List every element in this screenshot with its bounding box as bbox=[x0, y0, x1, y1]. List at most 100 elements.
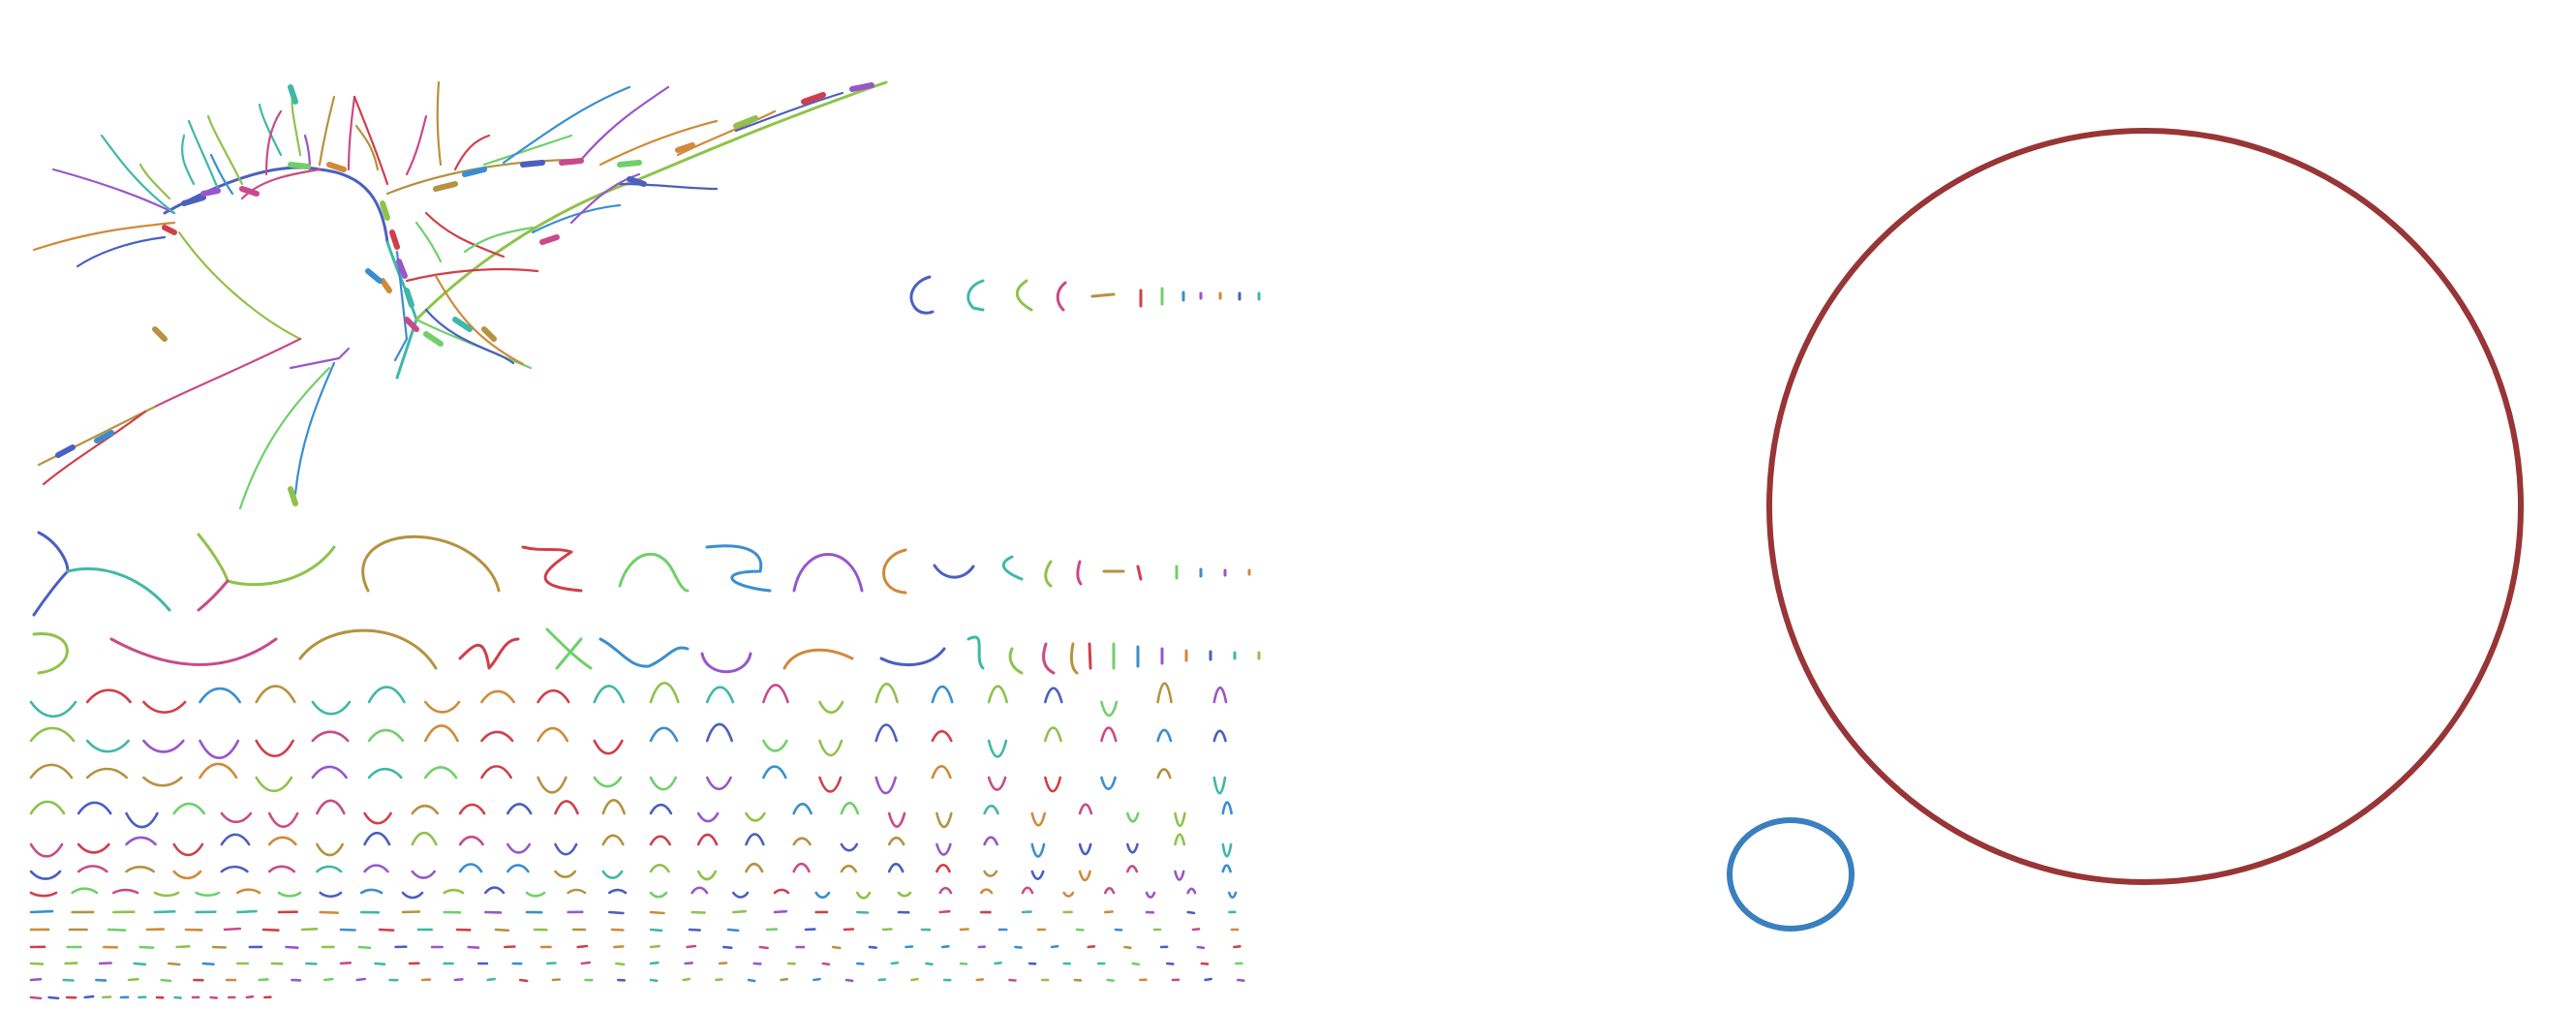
skeleton-fragment bbox=[389, 229, 400, 250]
skeleton-branch bbox=[238, 366, 331, 510]
grid-fragment bbox=[29, 891, 58, 898]
grid-fragment bbox=[47, 995, 60, 1000]
grid-fragment bbox=[267, 836, 297, 846]
grid-fragment bbox=[983, 804, 999, 815]
grid-fragment bbox=[593, 685, 625, 704]
grid-fragment bbox=[1100, 776, 1117, 790]
grid-fragment bbox=[1237, 978, 1245, 982]
grid-fragment bbox=[1212, 776, 1227, 795]
skeleton-branch bbox=[676, 109, 777, 157]
grid-fragment bbox=[705, 544, 772, 593]
skeleton-fragment bbox=[288, 162, 311, 169]
grid-fragment bbox=[153, 910, 176, 914]
grid-fragment bbox=[138, 945, 155, 949]
grid-fragment bbox=[32, 632, 69, 675]
grid-fragment bbox=[931, 729, 953, 743]
grid-fragment bbox=[29, 870, 62, 880]
grid-fragment bbox=[649, 910, 665, 915]
grid-fragment bbox=[554, 800, 579, 815]
grid-fragment bbox=[480, 730, 514, 743]
skeleton-fragment bbox=[627, 176, 647, 187]
skeleton-branch bbox=[138, 163, 171, 200]
skeleton-fragment bbox=[433, 181, 458, 192]
grid-fragment bbox=[1186, 887, 1197, 895]
skeleton-fragment bbox=[404, 288, 414, 308]
grid-fragment bbox=[618, 552, 690, 593]
grid-fragment bbox=[1100, 726, 1118, 743]
skeleton-fragment bbox=[239, 186, 260, 197]
grid-fragment bbox=[762, 739, 788, 752]
grid-fragment bbox=[844, 978, 854, 983]
grid-fragment bbox=[1156, 728, 1173, 743]
neuron-skeleton bbox=[32, 80, 888, 510]
grid-fragment bbox=[175, 945, 191, 949]
grid-fragment bbox=[1156, 768, 1172, 780]
grid-fragment bbox=[484, 886, 506, 895]
grid-fragment bbox=[931, 685, 954, 704]
grid-fragment bbox=[856, 910, 870, 914]
grid-fragment bbox=[458, 863, 483, 873]
skeleton-branch bbox=[453, 134, 491, 171]
grid-fragment bbox=[85, 767, 128, 780]
skeleton-branch bbox=[206, 114, 244, 186]
grid-fragment bbox=[357, 945, 372, 950]
skeleton-branch bbox=[734, 91, 844, 133]
skeleton-branch bbox=[293, 361, 336, 496]
grid-fragment bbox=[1100, 700, 1119, 718]
grid-fragment bbox=[613, 945, 625, 949]
grid-fragment bbox=[521, 545, 583, 593]
grid-fragment bbox=[881, 928, 893, 932]
grid-fragment bbox=[975, 978, 985, 982]
grid-fragment bbox=[85, 739, 130, 753]
skeleton-fragment bbox=[481, 326, 497, 342]
grid-fragment bbox=[696, 833, 719, 846]
grid-fragment bbox=[821, 962, 831, 966]
grid-fragment bbox=[987, 776, 1007, 791]
grid-fragment bbox=[567, 888, 587, 895]
skeleton-branch bbox=[531, 203, 622, 234]
grid-fragment bbox=[840, 842, 859, 852]
grid-fragment bbox=[506, 803, 533, 815]
grid-fragment bbox=[85, 688, 132, 704]
skeleton-fragment bbox=[733, 115, 758, 129]
grid-fragment bbox=[197, 533, 336, 587]
grid-fragment bbox=[690, 886, 709, 895]
grid-fragment bbox=[868, 945, 877, 949]
skeleton-fragment bbox=[559, 158, 584, 166]
grid-fragment bbox=[339, 928, 356, 932]
grid-fragment bbox=[887, 836, 905, 846]
grid-fragment bbox=[987, 685, 1008, 704]
grid-fragment bbox=[1042, 642, 1056, 675]
grid-fragment bbox=[525, 891, 546, 898]
grid-fragment bbox=[220, 833, 251, 846]
grid-fragment bbox=[424, 700, 461, 714]
grid-fragment bbox=[649, 863, 670, 873]
grid-fragment bbox=[255, 776, 293, 793]
grid-fragment bbox=[109, 637, 278, 666]
grid-fragment bbox=[818, 739, 843, 757]
grid-fragment bbox=[363, 864, 389, 873]
grid-fragment bbox=[102, 995, 112, 999]
grid-fragment bbox=[608, 910, 625, 915]
grid-fragment bbox=[1044, 687, 1063, 704]
grid-fragment bbox=[792, 553, 864, 593]
grid-fragment bbox=[267, 811, 299, 828]
grid-fragment bbox=[1212, 686, 1228, 704]
grid-fragment bbox=[1030, 870, 1045, 880]
grid-fragment bbox=[173, 995, 182, 999]
grid-fragment bbox=[537, 688, 570, 704]
grid-fragment bbox=[95, 978, 107, 982]
grid-fragment bbox=[153, 891, 180, 898]
decomp-fragment bbox=[966, 279, 985, 312]
grid-fragment bbox=[732, 909, 747, 914]
grid-fragment bbox=[1014, 945, 1023, 949]
grid-fragment bbox=[1123, 945, 1132, 950]
grid-fragment bbox=[142, 776, 183, 787]
grid-fragment bbox=[361, 535, 501, 593]
grid-fragment bbox=[1044, 560, 1053, 588]
grid-fragment bbox=[316, 799, 346, 815]
grid-fragment bbox=[172, 842, 204, 857]
grid-fragment bbox=[367, 686, 406, 704]
grid-fragment bbox=[831, 945, 842, 950]
grid-fragment bbox=[311, 765, 348, 780]
